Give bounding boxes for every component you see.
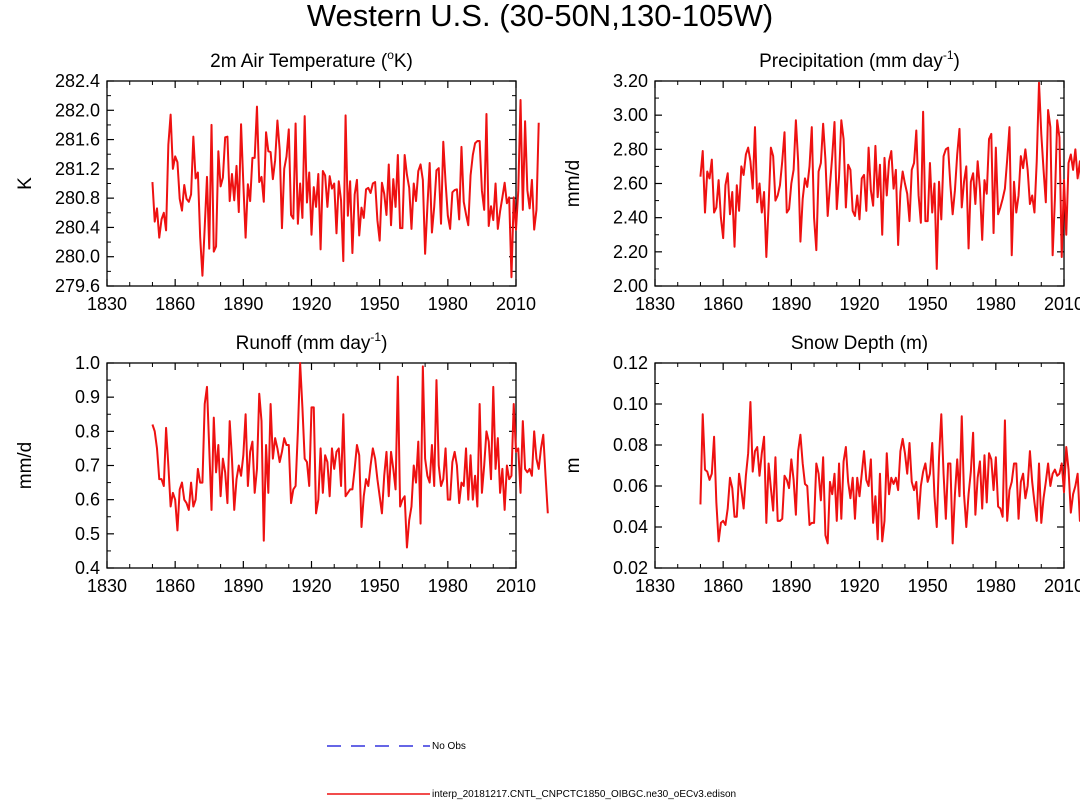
y-tick-label: 3.20 [613, 71, 648, 91]
y-tick-label: 0.10 [613, 394, 648, 414]
x-tick-label: 1890 [771, 294, 811, 314]
y-tick-label: 0.12 [613, 353, 648, 373]
y-tick-label: 0.08 [613, 435, 648, 455]
plot-frame [654, 362, 1065, 569]
series-line-temperature [151, 99, 540, 279]
x-tick-label: 1830 [87, 576, 127, 596]
x-tick-label: 1890 [223, 294, 263, 314]
x-tick-label: 2010 [496, 576, 536, 596]
y-tick-label: 0.02 [613, 558, 648, 578]
y-tick-label: 0.9 [75, 387, 100, 407]
panel-snow-depth: Snow Depth (m) m 1830 1860 1890 1920 1950 1980 2… [563, 333, 1080, 596]
legend-label-series: interp_20181217.CNTL_CNPCTC1850_OIBGC.ne… [432, 789, 736, 800]
x-tick-label: 1860 [703, 294, 743, 314]
y-tick-label: 3.00 [613, 105, 648, 125]
plot-frame [106, 80, 517, 287]
figure-title: Western U.S. (30-50N,130-105W) [307, 0, 773, 33]
y-tick-label: 279.6 [55, 276, 100, 296]
x-tick-label: 2010 [496, 294, 536, 314]
panel-title-superscript: -1 [943, 48, 954, 62]
y-tick-label: 282.4 [55, 71, 100, 91]
panel-title: 2m Air Temperature (oK) [210, 48, 413, 72]
y-axis-label: K [15, 177, 36, 190]
y-tick-label: 0.5 [75, 524, 100, 544]
panel-title-tail: ) [954, 51, 960, 72]
series-line-runoff [151, 362, 549, 549]
x-tick-label: 1830 [635, 576, 675, 596]
x-tick-label: 1860 [703, 576, 743, 596]
panel-title-text: Snow Depth (m) [791, 333, 928, 354]
panel-title: Snow Depth (m) [791, 333, 928, 354]
panel-title-superscript: -1 [370, 330, 381, 344]
y-tick-label: 281.2 [55, 159, 100, 179]
x-tick-label: 1920 [291, 294, 331, 314]
panel-title-text: 2m Air Temperature ( [210, 51, 388, 72]
y-tick-label: 0.7 [75, 456, 100, 476]
y-tick-label: 1.0 [75, 353, 100, 373]
x-tick-label: 1980 [976, 576, 1016, 596]
x-tick-label: 1950 [908, 576, 948, 596]
y-tick-label: 2.60 [613, 174, 648, 194]
x-tick-label: 1860 [155, 294, 195, 314]
series-line-snow-depth [699, 400, 1080, 545]
panel-runoff: Runoff (mm day-1) mm/d 1830 1860 1890 1920 195… [15, 330, 549, 596]
x-tick-label: 1920 [839, 576, 879, 596]
y-tick-label: 0.8 [75, 421, 100, 441]
x-tick-label: 1890 [771, 576, 811, 596]
panel-title: Runoff (mm day-1) [236, 330, 388, 354]
y-tick-label: 0.06 [613, 476, 648, 496]
y-tick-label: 0.6 [75, 490, 100, 510]
x-tick-label: 1920 [291, 576, 331, 596]
legend-label-no-obs: No Obs [432, 741, 466, 752]
x-tick-label: 1950 [360, 294, 400, 314]
y-tick-label: 280.4 [55, 217, 100, 237]
y-tick-label: 280.8 [55, 188, 100, 208]
x-tick-label: 1830 [87, 294, 127, 314]
panel-title: Precipitation (mm day-1) [759, 48, 960, 72]
plot-frame [654, 80, 1065, 287]
panel-precipitation: Precipitation (mm day-1) mm/d 1830 1860 1890… [563, 48, 1080, 314]
x-tick-label: 1890 [223, 576, 263, 596]
x-tick-label: 1950 [360, 576, 400, 596]
panel-title-text: Runoff (mm day [236, 333, 371, 354]
y-axis-label: m [563, 458, 584, 474]
x-tick-label: 1830 [635, 294, 675, 314]
panel-title-tail: ) [381, 333, 387, 354]
x-tick-label: 1980 [428, 294, 468, 314]
y-tick-label: 280.0 [55, 247, 100, 267]
x-tick-label: 1920 [839, 294, 879, 314]
chart-panels: 2m Air Temperature (oK) K 1830 1860 1890 1920… [15, 48, 1080, 596]
x-tick-label: 1950 [908, 294, 948, 314]
y-tick-label: 282.0 [55, 100, 100, 120]
y-tick-label: 2.20 [613, 242, 648, 262]
panel-title-tail: K) [394, 51, 413, 72]
y-tick-label: 0.04 [613, 517, 648, 537]
series-line-precipitation [699, 81, 1080, 270]
y-tick-label: 2.80 [613, 139, 648, 159]
x-tick-label: 2010 [1044, 576, 1080, 596]
panel-temperature: 2m Air Temperature (oK) K 1830 1860 1890 1920… [15, 48, 540, 314]
legend: No Obs interp_20181217.CNTL_CNPCTC1850_O… [327, 741, 736, 800]
x-tick-label: 1980 [428, 576, 468, 596]
panel-title-superscript: o [387, 48, 394, 62]
x-tick-label: 1860 [155, 576, 195, 596]
y-tick-label: 2.40 [613, 208, 648, 228]
panel-title-text: Precipitation (mm day [759, 51, 943, 72]
x-tick-label: 1980 [976, 294, 1016, 314]
y-tick-label: 0.4 [75, 558, 100, 578]
y-axis-label: mm/d [15, 442, 36, 490]
x-tick-label: 2010 [1044, 294, 1080, 314]
y-tick-label: 281.6 [55, 130, 100, 150]
y-axis-label: mm/d [563, 160, 584, 208]
y-tick-label: 2.00 [613, 276, 648, 296]
